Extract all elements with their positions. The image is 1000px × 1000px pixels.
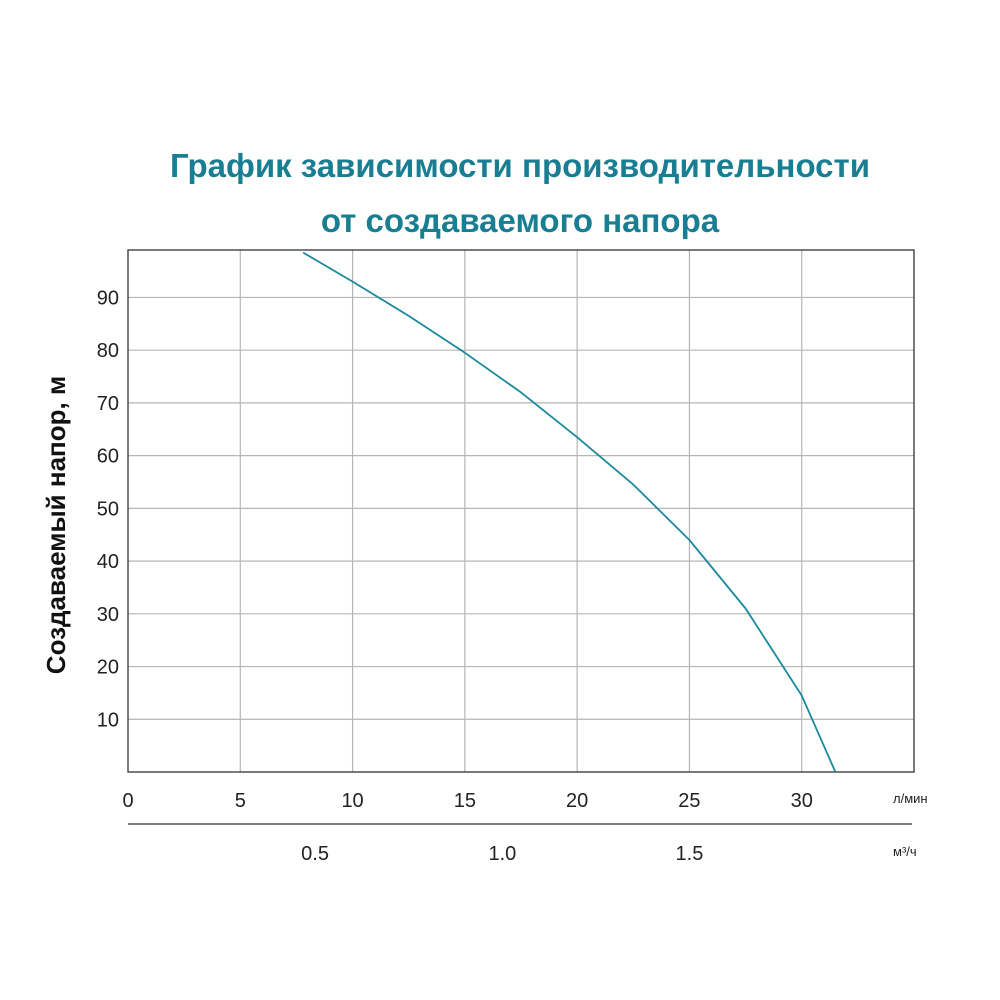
- series: [302, 251, 837, 773]
- y-tick-label: 20: [97, 657, 119, 679]
- chart-title: График зависимости производительности от…: [0, 138, 1000, 248]
- x-tick-label: 30: [791, 790, 813, 812]
- chart-title-line-1: График зависимости производительности: [170, 147, 870, 184]
- x-tick-label: 20: [566, 790, 588, 812]
- secondary-x-tick-label: 0.5: [301, 843, 329, 865]
- x-tick-label: 25: [678, 790, 700, 812]
- y-tick-label: 50: [97, 498, 119, 520]
- series-line: [302, 251, 837, 773]
- x-axis-unit: л/мин: [893, 791, 928, 806]
- x-tick-label: 0: [122, 790, 133, 812]
- x-tick-label: 15: [454, 790, 476, 812]
- y-tick-label: 10: [97, 709, 119, 731]
- secondary-x-tick-label: 1.5: [676, 843, 704, 865]
- secondary-x-tick-labels: 0.5 1.0 1.5: [301, 843, 703, 865]
- secondary-x-axis-unit: м³/ч: [893, 844, 917, 859]
- x-tick-label: 5: [235, 790, 246, 812]
- secondary-x-tick-label: 1.0: [488, 843, 516, 865]
- y-tick-label: 80: [97, 340, 119, 362]
- grid: [128, 250, 914, 772]
- y-axis-label: Создаваемый напор, м: [41, 376, 71, 674]
- y-tick-label: 30: [97, 604, 119, 626]
- x-tick-labels: 0 5 10 15 20 25 30: [122, 790, 812, 812]
- y-tick-labels: 10 20 30 40 50 60 70 80 90: [97, 287, 119, 731]
- chart-title-line-2: от создаваемого напора: [320, 202, 720, 239]
- y-tick-label: 60: [97, 446, 119, 468]
- x-tick-label: 10: [341, 790, 363, 812]
- plot-frame: [127, 249, 915, 773]
- y-tick-label: 70: [97, 393, 119, 415]
- y-tick-label: 40: [97, 551, 119, 573]
- y-tick-label: 90: [97, 287, 119, 309]
